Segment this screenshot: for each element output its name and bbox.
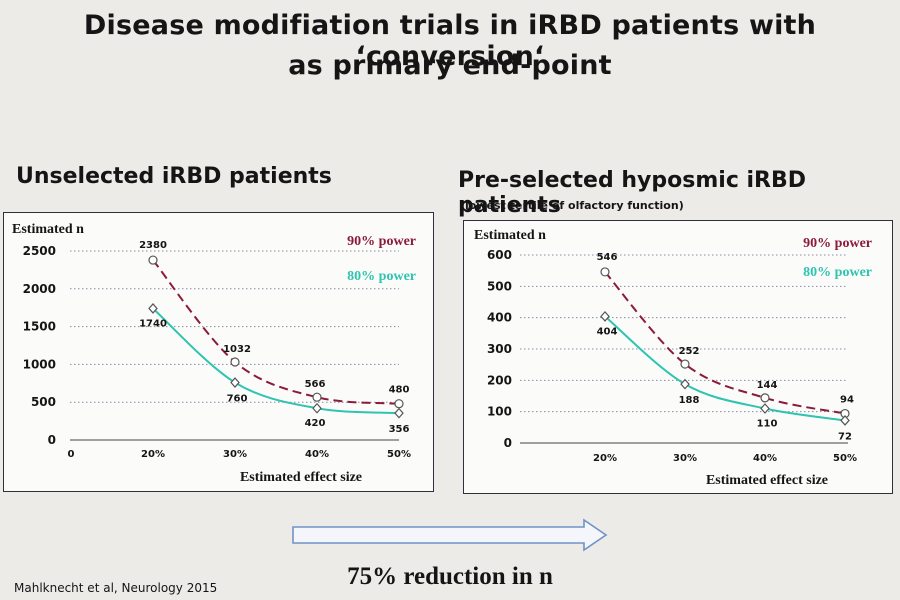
data-point-90-power [760,393,770,403]
data-label-80-power: 420 [305,418,326,429]
y-tick-label: 300 [487,342,512,356]
data-label-80-power: 110 [757,419,778,430]
x-tick-label: 50% [387,449,411,460]
data-point-80-power [230,377,240,388]
x-tick-label: 40% [753,453,777,464]
y-axis-label: Estimated n [12,222,84,237]
x-tick-label: 0 [68,449,75,460]
series-90-power-line [604,271,846,415]
y-tick-label: 0 [504,436,512,450]
x-tick-label: 50% [833,453,857,464]
data-label-80-power: 1740 [139,318,167,329]
data-point-80-power [760,403,770,414]
x-tick-label: 30% [223,449,247,460]
y-tick-label: 2500 [23,244,56,258]
right-chart: Estimated n 0 100 200 300 400 500 600 20% 30% 40% 5… [474,228,872,488]
y-tick-label: 1500 [23,320,56,334]
right-panel-heading: Pre-selected hyposmic iRBD patients [458,168,807,218]
data-label-80-power: 760 [227,394,248,405]
y-tick-label: 2000 [23,282,56,296]
data-point-90-power [394,399,404,409]
data-point-80-power [680,378,690,390]
summary-text: 75% reduction in n [347,563,553,590]
x-axis-label: Estimated effect size [240,470,362,485]
slide-title-line-1: Disease modifiation trials in iRBD patie… [83,10,817,72]
y-tick-label: 400 [487,311,512,325]
right-panel-note: (lowest tertile of olfactory function) [460,199,684,212]
data-label-80-power: 72 [838,431,852,442]
y-tick-label: 200 [487,373,512,387]
data-point-80-power [148,303,158,314]
data-point-90-power [312,392,322,402]
x-tick-label: 30% [673,453,697,464]
data-label-90-power: 546 [597,252,618,263]
legend-90-power: 90% power [347,234,416,249]
legend-80-power: 80% power [347,269,416,284]
y-tick-label: 0 [48,433,56,447]
x-tick-label: 40% [305,449,329,460]
series-80-power-line [604,315,846,422]
series-90-power-line [152,259,400,405]
citation-text: Mahlknecht et al, Neurology 2015 [14,581,218,595]
y-tick-label: 600 [487,248,512,262]
data-label-90-power: 2380 [139,240,167,251]
data-point-80-power [840,415,850,426]
legend-80-power: 80% power [803,265,872,280]
slide-title-line-2: as primary end-point [288,50,612,81]
data-label-90-power: 94 [840,395,854,406]
y-tick-label: 500 [487,279,512,293]
data-label-80-power: 404 [597,326,618,337]
data-label-80-power: 356 [389,424,410,435]
data-point-90-power [680,359,690,369]
data-point-90-power [600,267,610,277]
x-tick-label: 20% [593,453,617,464]
data-point-80-power [312,402,322,414]
y-axis-label: Estimated n [474,228,546,243]
data-label-90-power: 252 [679,346,700,357]
right-outline-arrow-icon [292,518,608,552]
x-axis-label: Estimated effect size [706,473,828,488]
data-label-90-power: 566 [305,379,326,390]
left-chart-frame: Estimated n 0 500 1000 1500 2000 2500 0 20% 30% 40… [3,212,434,492]
data-label-90-power: 1032 [223,344,251,355]
right-chart-frame: Estimated n 0 100 200 300 400 500 600 20% 30% 40% 5… [463,220,893,494]
data-point-90-power [230,357,240,367]
x-tick-label: 20% [141,449,165,460]
y-tick-label: 500 [31,395,56,409]
data-label-90-power: 144 [757,380,778,391]
y-tick-label: 100 [487,405,512,419]
legend-90-power: 90% power [803,236,872,251]
y-tick-label: 1000 [23,357,56,371]
data-label-90-power: 480 [389,385,410,396]
series-80-power-line [152,307,400,415]
data-point-80-power [600,311,610,322]
data-point-90-power [148,255,158,265]
left-panel-heading: Unselected iRBD patients [16,164,332,189]
data-label-80-power: 188 [679,395,700,406]
data-point-80-power [394,407,404,419]
left-chart: Estimated n 0 500 1000 1500 2000 2500 0 20% 30% 40… [12,222,416,485]
